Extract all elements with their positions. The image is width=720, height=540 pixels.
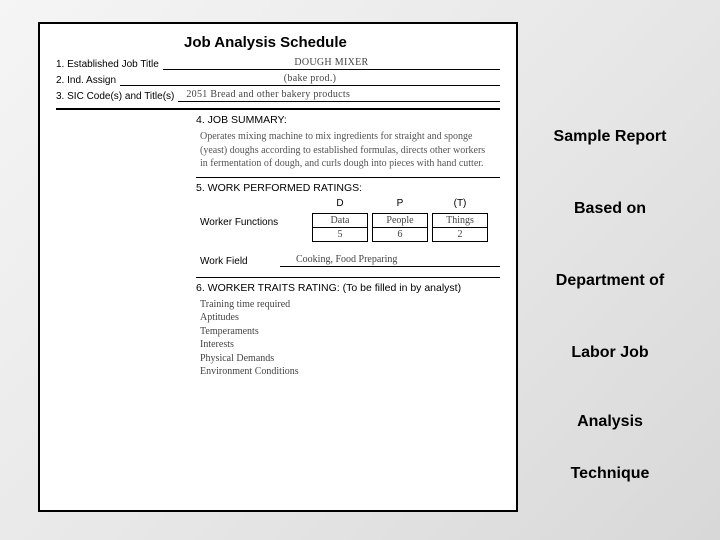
divider	[196, 277, 500, 278]
cell-data: 5	[312, 228, 368, 242]
caption-line-1: Sample Report	[530, 128, 690, 146]
caption-line-6: Technique	[530, 465, 690, 483]
cell-people: People	[372, 213, 428, 228]
cell-things: 2	[432, 228, 488, 242]
field-value: (bake prod.)	[120, 73, 500, 86]
table-header-row: D P (T)	[196, 198, 500, 209]
table-row: 5 6 2	[196, 228, 500, 242]
table-cell	[200, 198, 310, 209]
work-field-label: Work Field	[200, 256, 280, 267]
field-value: 2051 Bread and other bakery products	[178, 89, 500, 102]
form-title: Job Analysis Schedule	[56, 34, 500, 51]
caption-line-4: Labor Job	[530, 344, 690, 362]
col-t: (T)	[430, 198, 490, 209]
traits-list: Training time required Aptitudes Tempera…	[196, 298, 500, 379]
field-label: 3. SIC Code(s) and Title(s)	[56, 91, 178, 102]
job-summary-text: Operates mixing machine to mix ingredien…	[196, 130, 500, 171]
col-d: D	[310, 198, 370, 209]
field-label: 1. Established Job Title	[56, 59, 163, 70]
work-field-row: Work Field Cooking, Food Preparing	[196, 254, 500, 267]
caption-line-5: Analysis	[530, 413, 690, 431]
work-field-value: Cooking, Food Preparing	[280, 254, 500, 267]
section-heading: 5. WORK PERFORMED RATINGS:	[196, 182, 500, 194]
trait-item: Environment Conditions	[200, 365, 500, 379]
cell-people: 6	[372, 228, 428, 242]
cell-data: Data	[312, 213, 368, 228]
divider	[196, 177, 500, 178]
trait-item: Training time required	[200, 298, 500, 312]
job-analysis-form: Job Analysis Schedule 1. Established Job…	[38, 22, 518, 512]
col-p: P	[370, 198, 430, 209]
field-value: DOUGH MIXER	[163, 57, 500, 70]
cell-things: Things	[432, 213, 488, 228]
caption-line-2: Based on	[530, 200, 690, 218]
section-heading: 4. JOB SUMMARY:	[196, 114, 500, 126]
trait-item: Interests	[200, 338, 500, 352]
caption-line-3: Department of	[530, 272, 690, 290]
section-job-summary: 4. JOB SUMMARY: Operates mixing machine …	[56, 114, 500, 171]
field-established-job-title: 1. Established Job Title DOUGH MIXER	[56, 57, 500, 70]
field-label: 2. Ind. Assign	[56, 75, 120, 86]
row-label: Worker Functions	[200, 217, 310, 228]
trait-item: Aptitudes	[200, 311, 500, 325]
section-worker-traits: 6. WORKER TRAITS RATING: (To be filled i…	[56, 282, 500, 379]
work-performed-table: D P (T) Worker Functions Data People Thi…	[196, 198, 500, 242]
field-ind-assign: 2. Ind. Assign (bake prod.)	[56, 73, 500, 86]
section-heading: 6. WORKER TRAITS RATING: (To be filled i…	[196, 282, 500, 294]
table-row: Worker Functions Data People Things	[196, 213, 500, 228]
trait-item: Physical Demands	[200, 352, 500, 366]
trait-item: Temperaments	[200, 325, 500, 339]
divider	[56, 108, 500, 110]
section-work-performed: 5. WORK PERFORMED RATINGS: D P (T) Worke…	[56, 182, 500, 267]
field-sic-codes: 3. SIC Code(s) and Title(s) 2051 Bread a…	[56, 89, 500, 102]
